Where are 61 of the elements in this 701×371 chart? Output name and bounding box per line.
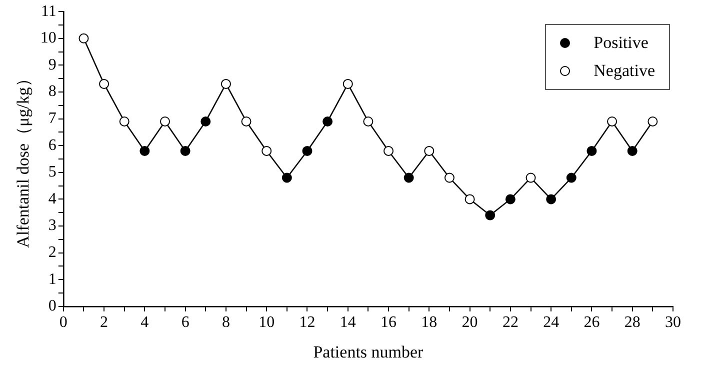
point	[464, 194, 475, 204]
x-tick-label: 22	[502, 314, 518, 332]
x-tick-label: 6	[181, 314, 190, 332]
x-tick-label: 20	[462, 314, 478, 332]
point	[607, 116, 618, 126]
point	[302, 146, 312, 156]
legend-label: Positive	[594, 32, 648, 54]
x-tick-label: 4	[140, 314, 149, 332]
x-tick-label: 18	[421, 314, 438, 332]
x-tick-label: 8	[222, 314, 230, 332]
point	[140, 146, 150, 156]
y-tick-label: 7	[48, 110, 56, 128]
point	[546, 194, 556, 204]
y-tick-label: 6	[48, 136, 56, 154]
point	[78, 33, 89, 44]
y-tick-label: 5	[48, 164, 56, 181]
y-axis-title: Alfentanil dose（μg/kg）	[14, 70, 33, 248]
y-tick-label: 10	[40, 30, 56, 47]
point	[220, 78, 231, 89]
y-tick-label: 3	[48, 217, 56, 234]
y-tick-label: 11	[40, 2, 56, 20]
point	[282, 172, 292, 183]
point	[404, 172, 414, 183]
point	[322, 116, 333, 126]
x-tick-label: 24	[543, 314, 560, 332]
point	[586, 146, 597, 156]
y-tick-label: 4	[48, 190, 56, 208]
point	[526, 172, 536, 183]
point	[180, 146, 190, 156]
point	[200, 116, 211, 126]
y-tick-label: 0	[48, 298, 56, 315]
point	[648, 116, 658, 126]
y-tick-label: 9	[48, 56, 56, 74]
x-tick-label: 16	[380, 314, 397, 332]
point	[444, 172, 454, 183]
x-axis-title: Patients number	[313, 342, 424, 362]
point	[241, 116, 252, 126]
x-tick-label: 28	[624, 314, 640, 332]
x-tick-label: 26	[584, 314, 600, 332]
point	[363, 116, 374, 126]
x-tick-label: 10	[258, 314, 275, 332]
point	[384, 146, 394, 156]
x-tick-label: 0	[59, 314, 68, 332]
point	[485, 210, 496, 220]
x-tick-label: 14	[340, 314, 356, 332]
x-tick-label: 2	[100, 314, 108, 332]
point	[627, 146, 638, 156]
legend-label: Negative	[594, 60, 655, 82]
point	[566, 172, 576, 183]
point	[424, 146, 434, 156]
point	[342, 78, 353, 89]
point	[262, 146, 272, 156]
x-tick-label: 12	[299, 314, 316, 332]
point	[119, 116, 130, 126]
x-tick-label: 30	[665, 314, 681, 332]
point	[505, 194, 516, 204]
y-tick-label: 2	[48, 244, 56, 262]
y-tick-label: 1	[48, 270, 56, 288]
point	[160, 116, 170, 126]
point	[99, 78, 110, 89]
y-tick-label: 8	[48, 83, 56, 100]
